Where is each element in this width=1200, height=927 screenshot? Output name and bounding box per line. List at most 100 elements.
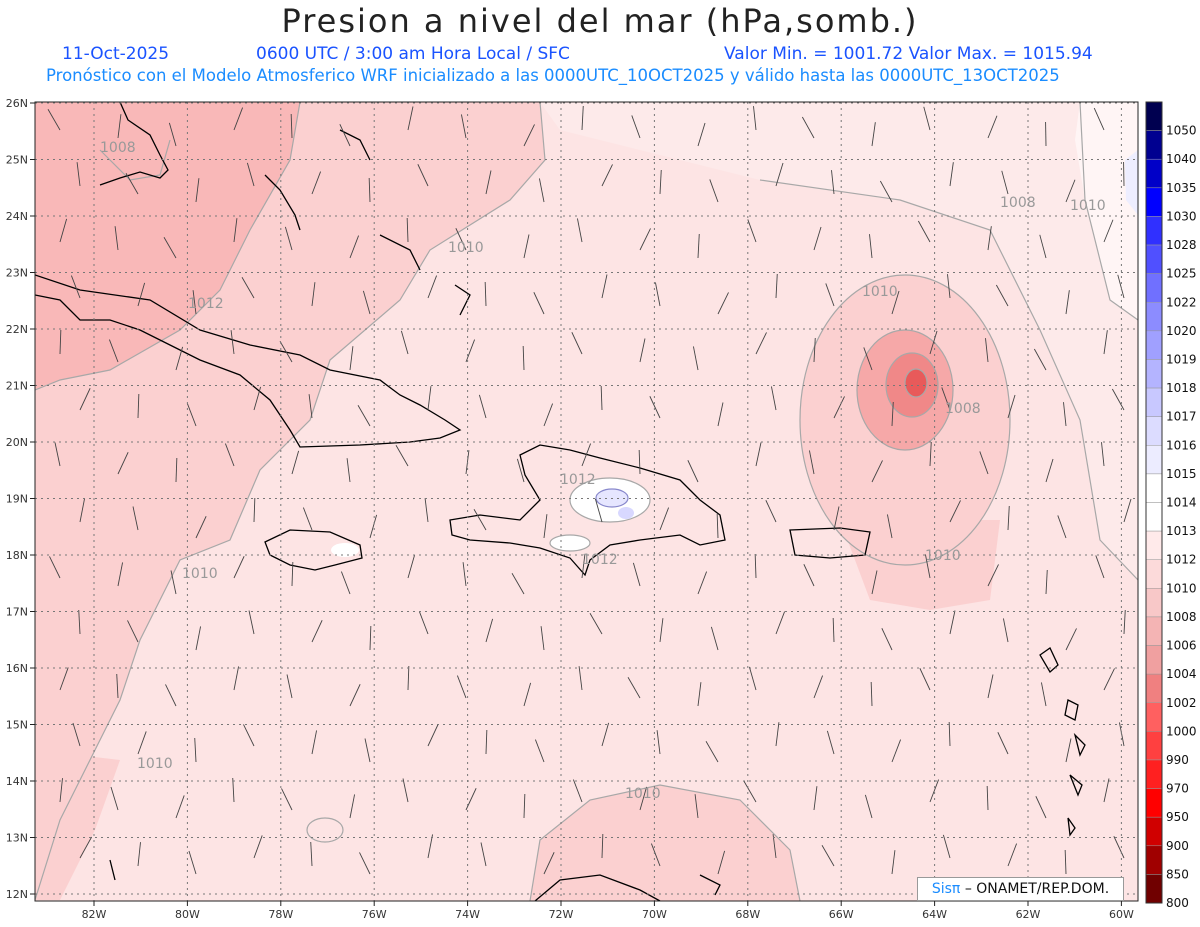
legend-swatch (1145, 759, 1163, 789)
wind-barb (947, 274, 951, 299)
wind-barb (427, 386, 432, 411)
wind-barb (1057, 515, 1067, 539)
wind-barb (117, 562, 124, 587)
wind-barb (284, 226, 293, 251)
wind-barb (979, 451, 989, 475)
lon-label: 68W (735, 908, 760, 921)
legend-swatch (1145, 588, 1163, 618)
wind-barb (1118, 722, 1125, 747)
legend-label: 1017 (1166, 410, 1197, 424)
wind-barb (687, 460, 699, 483)
wind-barb (929, 442, 932, 467)
wind-barb (770, 386, 777, 411)
wind-barb (1039, 234, 1047, 259)
wind-barb (987, 674, 994, 699)
legend-label: 1020 (1166, 324, 1197, 338)
wind-barb (709, 179, 719, 203)
contour-label: 1010 (182, 566, 218, 582)
wind-barb (987, 564, 999, 587)
legend-swatch (1145, 473, 1163, 503)
lat-label: 20N (6, 436, 28, 449)
wind-barb (349, 684, 361, 707)
wind-barb (230, 330, 235, 355)
wind-barb (407, 554, 416, 579)
lon-label: 60W (1109, 908, 1134, 921)
legend-label: 1015 (1166, 467, 1197, 481)
lat-label: 24N (6, 210, 28, 223)
wind-barb (891, 739, 902, 763)
contour-label: 1010 (862, 284, 898, 300)
legend-swatch (1145, 101, 1163, 131)
isobars (35, 102, 1138, 901)
forecast-date: 11-Oct-2025 (62, 44, 170, 64)
wind-barb (170, 570, 177, 595)
wind-barb (833, 506, 840, 531)
wind-barb (705, 740, 719, 763)
wind-barb (485, 729, 488, 755)
legend-swatch (1145, 387, 1163, 417)
wind-barb (543, 403, 554, 427)
wind-barb (813, 675, 824, 699)
wind-barb (694, 794, 699, 819)
lat-label: 15N (6, 719, 28, 732)
wind-barb (941, 387, 951, 411)
wind-barb (987, 226, 992, 251)
wind-barb (233, 556, 245, 579)
wind-barb (1001, 170, 1009, 195)
wind-barb (747, 219, 757, 243)
wind-barb (826, 730, 835, 755)
wind-barb (224, 443, 235, 467)
wind-barb (697, 234, 700, 259)
lat-label: 17N (6, 606, 28, 619)
wind-barb (456, 675, 467, 699)
wind-barb (697, 122, 706, 147)
legend-swatch (1145, 130, 1163, 160)
wind-barb (460, 114, 467, 139)
wind-barb (997, 732, 1009, 755)
legend-label: 1040 (1166, 152, 1197, 166)
lat-label: 19N (6, 493, 28, 506)
valid-time: 0600 UTC / 3:00 am Hora Local / SFC (256, 44, 570, 64)
wind-barb (523, 234, 530, 259)
wind-barb (1007, 506, 1010, 531)
contour-label: 1010 (1070, 198, 1106, 214)
wind-barb (631, 115, 641, 139)
wind-barb (163, 236, 177, 259)
wind-barb (253, 835, 263, 859)
wind-barb (364, 738, 371, 763)
wind-barb (775, 274, 778, 299)
lat-label: 14N (6, 775, 28, 788)
wind-barb (195, 516, 207, 539)
wind-barb (775, 162, 784, 187)
wind-barb (253, 386, 262, 411)
longitude-axis: 82W 80W 78W 76W 74W 72W 70W 68W 66W 64W 62W 60W (82, 901, 1134, 921)
wind-barb (870, 681, 873, 707)
lat-label: 18N (6, 549, 28, 562)
legend-label: 1010 (1166, 581, 1197, 595)
legend-swatch (1145, 302, 1163, 332)
wind-barb (291, 450, 300, 475)
wind-barb (368, 177, 371, 203)
legend-label: 1025 (1166, 267, 1197, 281)
wind-barb (601, 274, 608, 299)
legend-label: 1028 (1166, 238, 1197, 252)
wind-barb (407, 665, 410, 691)
wind-barb (427, 834, 434, 859)
wind-barb (339, 124, 351, 147)
wind-barb (233, 218, 238, 243)
legend-label: 1004 (1166, 667, 1197, 681)
wind-barb (581, 443, 592, 467)
wind-barb (929, 779, 940, 803)
lat-label: 25N (6, 154, 28, 167)
wind-barb (485, 170, 492, 195)
wind-barb (601, 833, 604, 859)
wind-barb (127, 620, 139, 643)
lat-label: 12N (6, 888, 28, 901)
contour-label: 1010 (925, 548, 961, 564)
legend-label: 1014 (1166, 496, 1197, 510)
contour-label: 1010 (625, 786, 661, 802)
wind-barb (108, 339, 119, 363)
wind-barb (659, 507, 670, 531)
wind-barb (594, 498, 603, 523)
wind-barb (589, 612, 603, 635)
